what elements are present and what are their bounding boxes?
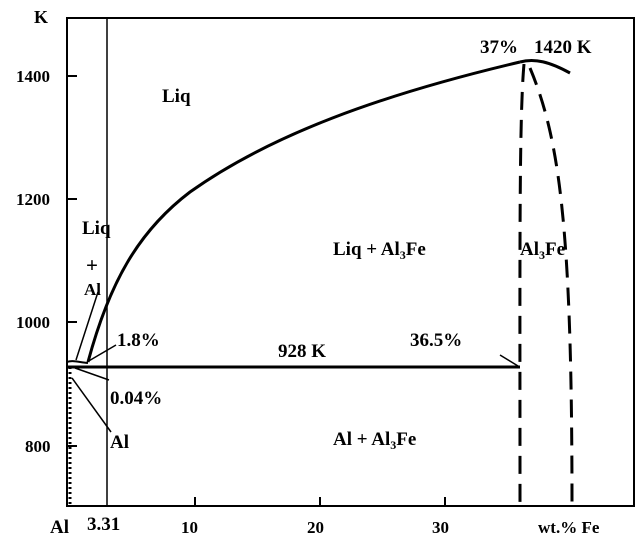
peak-temperature: 1420 K xyxy=(534,37,592,58)
x-marker-value: 3.31 xyxy=(87,514,120,535)
al-solubility: 0.04% xyxy=(110,388,162,409)
region-liq-al-top: Liq xyxy=(82,218,111,239)
region-liq-al3fe-sub: 3 xyxy=(400,248,406,262)
region-liq-al3fe-text: Liq + Al xyxy=(333,239,400,260)
plot-frame xyxy=(66,17,635,507)
x-tick-10: 10 xyxy=(181,518,198,537)
x-tick-marks xyxy=(194,497,446,506)
x-tick-20: 20 xyxy=(307,518,324,537)
liquidus-curve xyxy=(86,60,521,363)
y-axis-unit: K xyxy=(34,7,48,27)
region-al-al3fe-fe: Fe xyxy=(396,429,416,450)
eutectic-temperature: 928 K xyxy=(278,341,326,362)
eutectic-liquid-composition: 1.8% xyxy=(117,330,160,351)
al3fe-left-boundary xyxy=(518,63,526,507)
x-tick-30: 30 xyxy=(432,518,449,537)
region-al-solid: Al xyxy=(110,432,129,453)
eutectic-al3fe-composition: 36.5% xyxy=(410,330,462,351)
x-origin-label: Al xyxy=(50,517,69,538)
region-al3fe-sub: 3 xyxy=(539,248,545,262)
region-al-al3fe-text: Al + Al xyxy=(333,429,390,450)
region-al-al3fe-sub: 3 xyxy=(390,438,396,452)
al3fe-right-boundary xyxy=(528,67,574,507)
peak-cap xyxy=(519,58,571,75)
leader-lines xyxy=(71,291,519,433)
region-al-al3fe: Al + Al3Fe xyxy=(333,429,416,452)
y-tick-1000: 1000 xyxy=(16,313,50,332)
al-liquidus xyxy=(66,360,89,364)
y-tick-1200: 1200 xyxy=(16,190,50,209)
y-tick-marks xyxy=(67,75,77,447)
region-liq-al-plus: + xyxy=(86,253,98,277)
peak-composition: 37% xyxy=(480,37,518,58)
region-al3fe: Al3Fe xyxy=(520,239,565,262)
y-tick-800: 800 xyxy=(25,437,51,456)
region-liquid: Liq xyxy=(162,86,191,107)
region-al3fe-fe: Fe xyxy=(545,239,565,260)
x-axis-unit: wt.% Fe xyxy=(538,518,600,537)
region-liq-al3fe-fe: Fe xyxy=(406,239,426,260)
region-liq-al3fe: Liq + Al3Fe xyxy=(333,239,426,262)
region-al3fe-text: Al xyxy=(520,239,539,260)
region-liq-al-bottom: Al xyxy=(84,280,101,299)
y-tick-1400: 1400 xyxy=(16,67,50,86)
